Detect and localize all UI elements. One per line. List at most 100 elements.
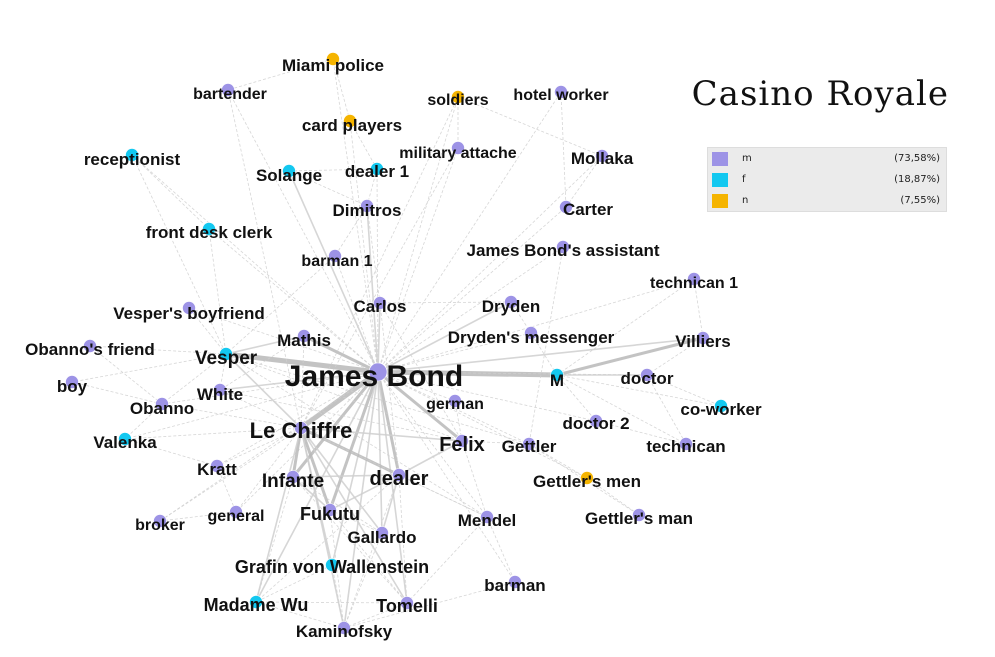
edge-felix-dealer: [398, 440, 463, 476]
node-label-tomelli: Tomelli: [376, 596, 438, 616]
node-label-m: M: [550, 371, 564, 390]
node-james-bonds-assistant[interactable]: [556, 240, 570, 254]
node-label-hotel-worker: hotel worker: [513, 87, 608, 104]
node-mollaka[interactable]: [595, 149, 609, 163]
edge-card-players-miami-police: [332, 58, 351, 122]
node-german[interactable]: [448, 394, 462, 408]
node-receptionist[interactable]: [125, 148, 139, 162]
edge-mathis-white: [219, 335, 305, 391]
node-label-mathis: Mathis: [277, 331, 331, 350]
node-felix[interactable]: [455, 434, 469, 448]
edge-james-bond-mathis: [303, 334, 379, 374]
node-broker[interactable]: [153, 514, 167, 528]
node-technican-1[interactable]: [687, 272, 701, 286]
node-front-desk-clerk[interactable]: [202, 222, 216, 236]
edge-le-chiffre-military-attache: [300, 147, 459, 429]
node-military-attache[interactable]: [451, 141, 465, 155]
node-m[interactable]: [550, 368, 564, 382]
node-dealer[interactable]: [392, 468, 406, 482]
edge-james-bond-madame-wu: [255, 371, 379, 603]
node-doctor-2[interactable]: [589, 414, 603, 428]
node-valenka[interactable]: [118, 432, 132, 446]
node-miami-police[interactable]: [326, 52, 340, 66]
edge-james-bond-gettler: [377, 371, 530, 445]
edge-mendel-barman: [486, 516, 516, 583]
node-vesper[interactable]: [219, 347, 233, 361]
node-dryden[interactable]: [504, 295, 518, 309]
node-tomelli[interactable]: [400, 596, 414, 610]
node-label-le-chiffre: Le Chiffre: [250, 418, 353, 443]
node-carter[interactable]: [559, 200, 573, 214]
edge-james-bond-dryden: [377, 301, 512, 373]
edge-gettlers-men-gettlers-man: [586, 477, 640, 516]
node-label-miami-police: Miami police: [282, 56, 384, 75]
node-barman-1[interactable]: [328, 249, 342, 263]
node-dimitros[interactable]: [360, 199, 374, 213]
node-solange[interactable]: [282, 164, 296, 178]
edge-receptionist-front-desk-clerk: [131, 154, 210, 230]
node-gettlers-men[interactable]: [580, 471, 594, 485]
node-technican[interactable]: [679, 437, 693, 451]
edge-james-bond-vespers-boyfriend: [188, 307, 379, 373]
edge-james-bond-fukutu: [328, 371, 380, 511]
edge-le-chiffre-soldiers: [300, 96, 459, 429]
edge-m-technican: [556, 374, 687, 445]
node-soldiers[interactable]: [451, 90, 465, 104]
node-vespers-boyfriend[interactable]: [182, 301, 196, 315]
node-boy[interactable]: [65, 375, 79, 389]
edge-dryden-carlos: [379, 301, 512, 304]
node-le-chiffre[interactable]: [294, 421, 308, 435]
node-fukutu[interactable]: [323, 503, 337, 517]
edge-dimitros-carlos: [366, 205, 381, 304]
node-gettler[interactable]: [522, 437, 536, 451]
node-label-technican-1: technican 1: [650, 275, 738, 292]
node-white[interactable]: [213, 383, 227, 397]
node-carlos[interactable]: [373, 296, 387, 310]
node-hotel-worker[interactable]: [554, 85, 568, 99]
node-villiers[interactable]: [696, 331, 710, 345]
node-barman[interactable]: [508, 575, 522, 589]
node-obannos-friend[interactable]: [83, 339, 97, 353]
node-kaminofsky[interactable]: [337, 621, 351, 635]
node-label-dimitros: Dimitros: [333, 201, 402, 220]
node-label-carter: Carter: [563, 200, 613, 219]
edge-james-bond-kaminofsky: [343, 371, 379, 629]
node-kratt[interactable]: [210, 459, 224, 473]
node-james-bond[interactable]: [368, 362, 388, 382]
node-bartender[interactable]: [221, 83, 235, 97]
node-label-mendel: Mendel: [458, 511, 517, 530]
node-drydens-messenger[interactable]: [524, 326, 538, 340]
node-label-boy: boy: [57, 377, 88, 396]
node-madame-wu[interactable]: [249, 595, 263, 609]
node-label-infante: Infante: [262, 471, 324, 492]
edge-james-bond-solange: [288, 170, 379, 373]
node-general[interactable]: [229, 505, 243, 519]
node-mathis[interactable]: [297, 329, 311, 343]
node-infante[interactable]: [286, 470, 300, 484]
node-card-players[interactable]: [343, 114, 357, 128]
node-label-white: White: [197, 385, 243, 404]
node-mendel[interactable]: [480, 510, 494, 524]
node-co-worker[interactable]: [714, 399, 728, 413]
node-label-general: general: [208, 508, 265, 525]
node-grafin-von-wallenstein[interactable]: [325, 558, 339, 572]
node-label-obanno: Obanno: [130, 399, 194, 418]
node-gallardo[interactable]: [375, 526, 389, 540]
edge-le-chiffre-mendel: [300, 427, 488, 518]
edge-james-bond-dealer-1: [376, 168, 379, 373]
edge-le-chiffre-valenka: [124, 427, 302, 440]
edge-doctor-technican: [646, 374, 687, 445]
node-doctor[interactable]: [640, 368, 654, 382]
node-label-doctor-2: doctor 2: [562, 414, 629, 433]
edge-dealer-mendel: [398, 474, 488, 518]
edge-receptionist-vesper: [131, 154, 227, 355]
node-obanno[interactable]: [155, 397, 169, 411]
node-dealer-1[interactable]: [370, 162, 384, 176]
edge-infante-fukutu: [292, 476, 331, 511]
edge-m-drydens-messenger: [530, 332, 558, 376]
edge-obanno-valenka: [124, 403, 163, 440]
edge-james-bond-barman: [377, 371, 516, 583]
node-gettlers-man[interactable]: [632, 508, 646, 522]
edge-le-chiffre-vesper: [225, 353, 302, 429]
edge-m-doctor-2: [556, 374, 597, 422]
